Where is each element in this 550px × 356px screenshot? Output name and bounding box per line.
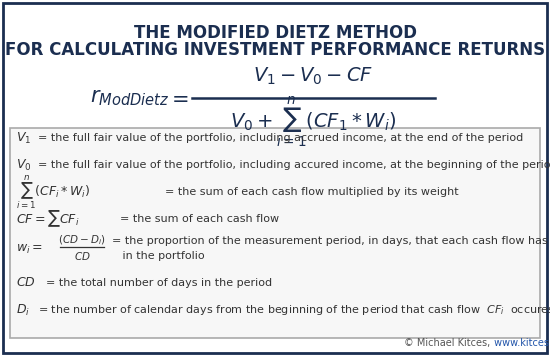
Text: FOR CALCULATING INVESTMENT PERFORMANCE RETURNS: FOR CALCULATING INVESTMENT PERFORMANCE R… (5, 41, 545, 59)
Text: $CD$: $CD$ (74, 250, 90, 262)
Text: $V_1 - V_0 - CF$: $V_1 - V_0 - CF$ (254, 66, 373, 87)
Text: = the full fair value of the portfolio, including accured income, at the beginni: = the full fair value of the portfolio, … (38, 160, 550, 170)
Text: = the proportion of the measurement period, in days, that each cash flow has bee: = the proportion of the measurement peri… (112, 236, 550, 246)
Text: © Michael Kitces,: © Michael Kitces, (404, 338, 490, 348)
Text: $CF = \sum CF_i$: $CF = \sum CF_i$ (16, 209, 80, 229)
Text: $w_i =$: $w_i =$ (16, 242, 43, 256)
Text: $=$: $=$ (167, 88, 189, 108)
Text: = the number of calendar days from the beginning of the period that cash flow  $: = the number of calendar days from the b… (38, 303, 550, 317)
Text: $(CD-D_i)$: $(CD-D_i)$ (58, 233, 106, 247)
Text: = the total number of days in the period: = the total number of days in the period (46, 278, 272, 288)
Text: $CD$: $CD$ (16, 277, 36, 289)
Text: www.kitces.com: www.kitces.com (491, 338, 550, 348)
Text: = the full fair value of the portfolio, including accrued income, at the end of : = the full fair value of the portfolio, … (38, 133, 523, 143)
Text: $r_{\mathit{ModDietz}}$: $r_{\mathit{ModDietz}}$ (90, 88, 170, 108)
Text: = the sum of each cash flow multiplied by its weight: = the sum of each cash flow multiplied b… (165, 187, 459, 197)
Text: $V_1$: $V_1$ (16, 130, 31, 146)
Text: = the sum of each cash flow: = the sum of each cash flow (120, 214, 279, 224)
Text: $D_i$: $D_i$ (16, 303, 30, 318)
Text: THE MODIFIED DIETZ METHOD: THE MODIFIED DIETZ METHOD (134, 24, 416, 42)
Text: $\sum_{i=1}^{n}(CF_i * W_i)$: $\sum_{i=1}^{n}(CF_i * W_i)$ (16, 173, 90, 211)
Bar (10, 128, 540, 338)
Text: $V_0$: $V_0$ (16, 157, 31, 173)
Text: in the portfolio: in the portfolio (112, 251, 205, 261)
Text: $V_0 + \sum_{i=1}^{n}(CF_1 * W_i)$: $V_0 + \sum_{i=1}^{n}(CF_1 * W_i)$ (230, 94, 397, 150)
